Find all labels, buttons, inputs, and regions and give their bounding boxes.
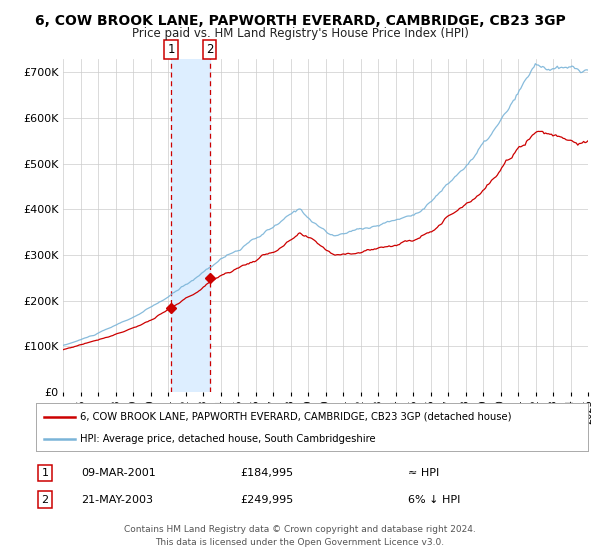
Bar xyxy=(171,59,209,392)
Text: £249,995: £249,995 xyxy=(240,494,293,505)
Text: ≈ HPI: ≈ HPI xyxy=(408,468,439,478)
Text: 6% ↓ HPI: 6% ↓ HPI xyxy=(408,494,460,505)
Text: 2: 2 xyxy=(41,494,49,505)
Text: Price paid vs. HM Land Registry's House Price Index (HPI): Price paid vs. HM Land Registry's House … xyxy=(131,27,469,40)
Text: 6, COW BROOK LANE, PAPWORTH EVERARD, CAMBRIDGE, CB23 3GP: 6, COW BROOK LANE, PAPWORTH EVERARD, CAM… xyxy=(35,14,565,28)
Text: Contains HM Land Registry data © Crown copyright and database right 2024.: Contains HM Land Registry data © Crown c… xyxy=(124,525,476,534)
Text: £184,995: £184,995 xyxy=(240,468,293,478)
Text: 1: 1 xyxy=(167,43,175,56)
Text: 2: 2 xyxy=(206,43,214,56)
Text: 09-MAR-2001: 09-MAR-2001 xyxy=(81,468,156,478)
Text: 6, COW BROOK LANE, PAPWORTH EVERARD, CAMBRIDGE, CB23 3GP (detached house): 6, COW BROOK LANE, PAPWORTH EVERARD, CAM… xyxy=(80,412,512,422)
Text: 21-MAY-2003: 21-MAY-2003 xyxy=(81,494,153,505)
Text: This data is licensed under the Open Government Licence v3.0.: This data is licensed under the Open Gov… xyxy=(155,538,445,547)
Text: 1: 1 xyxy=(41,468,49,478)
Text: HPI: Average price, detached house, South Cambridgeshire: HPI: Average price, detached house, Sout… xyxy=(80,434,376,444)
